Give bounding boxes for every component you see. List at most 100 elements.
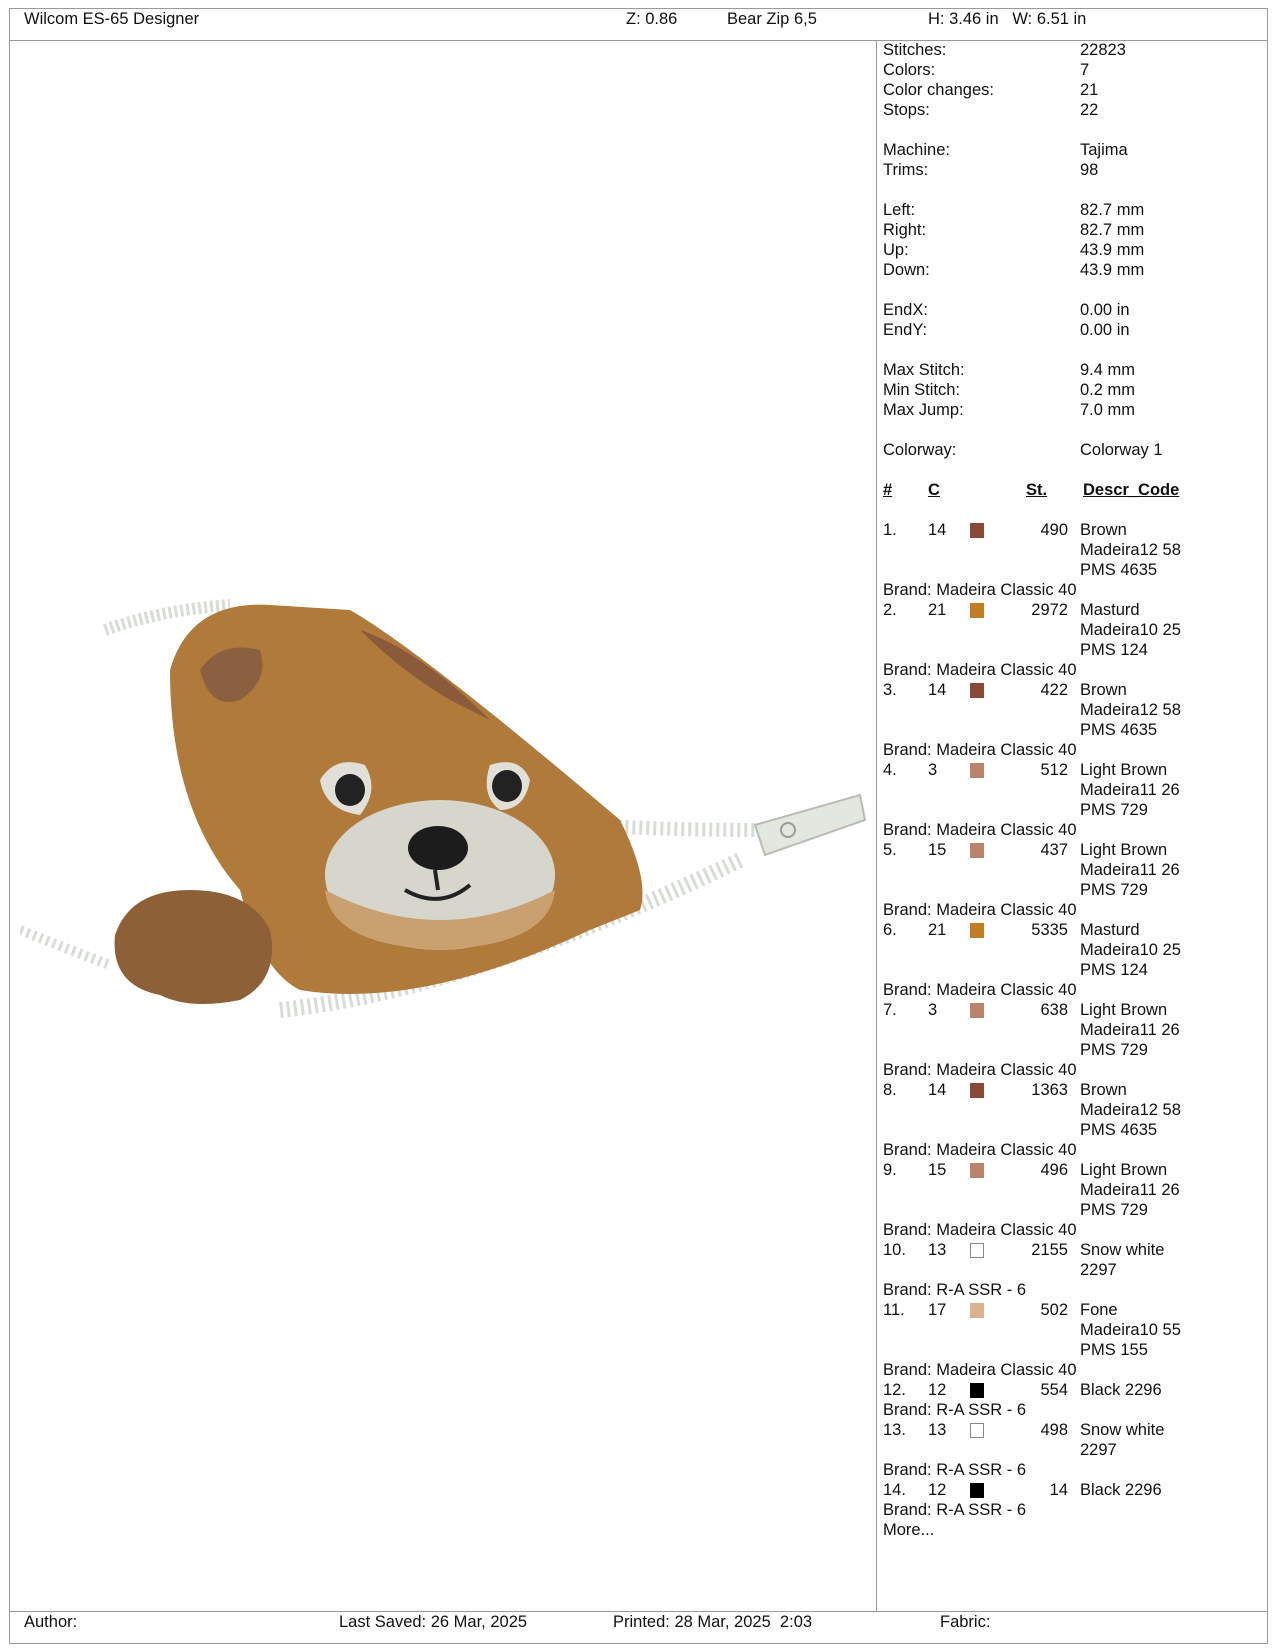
thread-entry: 3. 14 422 Brown Madeira12 58 PMS 4635 Brand: M… [883,680,1263,760]
printed-date: Printed: 28 Mar, 2025 2:03 [613,1613,813,1631]
stat-row: Up: 43.9 mm [883,240,1263,260]
thread-stitches: 490 [1040,521,1068,539]
thread-stitches: 1363 [1031,1081,1068,1099]
thread-description: Black 2296 [1080,1481,1162,1499]
thread-entry: 10. 13 2155 Snow white 2297 Brand: R-A SSR - … [883,1240,1263,1300]
color-swatch [970,683,984,698]
stat-row: Trims: 98 [883,160,1263,180]
stat-row: EndY: 0.00 in [883,320,1263,340]
thread-entry: 12. 12 554 Black 2296 Brand: R-A SSR - 6 [883,1380,1263,1420]
thread-brand: Brand: Madeira Classic 40 [883,821,1077,839]
thread-code: 14 [928,521,947,539]
thread-stitches: 498 [1040,1421,1068,1439]
stat-row: Min Stitch: 0.2 mm [883,380,1263,400]
stat-label: Max Jump: [883,401,964,419]
thread-code: 13 [928,1241,947,1259]
thread-code: 15 [928,1161,947,1179]
thread-description: Madeira11 26 [1080,1181,1180,1199]
stat-row: Color changes: 21 [883,80,1263,100]
thread-number: 2. [883,601,897,619]
stat-value: 7 [1080,61,1090,79]
thread-brand: Brand: Madeira Classic 40 [883,1141,1077,1159]
thread-description: Brown [1080,521,1127,539]
stat-value: 98 [1080,161,1099,179]
color-swatch [970,1003,984,1018]
thread-description: Madeira12 58 [1080,701,1181,719]
thread-entry: 2. 21 2972 Masturd Madeira10 25 PMS 124 Brand:… [883,600,1263,680]
stat-label: Stitches: [883,41,947,59]
design-name: Bear Zip 6,5 [727,10,817,28]
stat-label: Right: [883,221,927,239]
header-divider [9,40,1268,41]
thread-description: Madeira11 26 [1080,861,1180,879]
thread-brand: Brand: R-A SSR - 6 [883,1501,1027,1519]
color-swatch [970,1483,984,1498]
stat-label: Trims: [883,161,929,179]
stat-row: Stitches: 22823 [883,40,1263,60]
thread-description: PMS 729 [1080,1201,1148,1219]
thread-stitches: 2972 [1031,601,1068,619]
thread-brand: Brand: Madeira Classic 40 [883,1361,1077,1379]
embroidery-preview [20,599,867,1018]
zoom-level: Z: 0.86 [626,10,678,28]
thread-entry: 5. 15 437 Light Brown Madeira11 26 PMS 729 Bra… [883,840,1263,920]
thread-code: 17 [928,1301,947,1319]
thread-description: PMS 124 [1080,641,1148,659]
thread-number: 8. [883,1081,897,1099]
thread-number: 11. [883,1301,905,1319]
thread-stitches: 554 [1040,1381,1068,1399]
thread-description: PMS 4635 [1080,561,1158,579]
thread-table-header: # C St. Descr_Code [883,480,1263,500]
stat-row: Right: 82.7 mm [883,220,1263,240]
stat-row: Max Jump: 7.0 mm [883,400,1263,420]
stat-value: 43.9 mm [1080,241,1145,259]
thread-description: PMS 124 [1080,961,1148,979]
thread-brand: Brand: R-A SSR - 6 [883,1281,1027,1299]
stat-label: Min Stitch: [883,381,961,399]
thread-description: PMS 4635 [1080,721,1158,739]
thread-code: 14 [928,681,947,699]
thread-description: Black 2296 [1080,1381,1162,1399]
thread-number: 14. [883,1481,906,1499]
color-swatch [970,1383,984,1398]
more-link[interactable]: More... [883,1521,935,1539]
stat-row: Left: 82.7 mm [883,200,1263,220]
stat-value: 0.00 in [1080,321,1130,339]
stat-value: 21 [1080,81,1099,99]
stat-value: 82.7 mm [1080,201,1145,219]
thread-description: Brown [1080,681,1127,699]
thread-stitches: 2155 [1031,1241,1068,1259]
color-swatch [970,1163,984,1178]
thread-number: 10. [883,1241,906,1259]
stat-label: Machine: [883,141,950,159]
thread-stitches: 638 [1040,1001,1068,1019]
color-swatch [970,1083,984,1098]
color-swatch [970,1423,984,1438]
stat-row: EndX: 0.00 in [883,300,1263,320]
thread-description: Madeira11 26 [1080,1021,1180,1039]
zipper-pull-icon [753,793,867,857]
thread-brand: Brand: Madeira Classic 40 [883,981,1077,999]
thread-brand: Brand: R-A SSR - 6 [883,1401,1027,1419]
stat-value: 82.7 mm [1080,221,1145,239]
thread-entry: 9. 15 496 Light Brown Madeira11 26 PMS 729 Bra… [883,1160,1263,1240]
thread-description: Masturd [1080,921,1140,939]
stat-label: EndY: [883,321,928,339]
thread-description: Light Brown [1080,841,1168,859]
thread-description: Brown [1080,1081,1127,1099]
thread-code: 14 [928,1081,947,1099]
stat-row: Colors: 7 [883,60,1263,80]
thread-stitches: 502 [1040,1301,1068,1319]
stat-value: 0.00 in [1080,301,1130,319]
stat-label: Max Stitch: [883,361,965,379]
thread-entry: 1. 14 490 Brown Madeira12 58 PMS 4635 Brand: M… [883,520,1263,600]
author-label: Author: [24,1613,78,1631]
color-swatch [970,1303,984,1318]
color-swatch [970,523,984,538]
footer-divider [9,1611,1268,1612]
thread-entry: 14. 12 14 Black 2296 Brand: R-A SSR - 6 [883,1480,1263,1520]
stat-value: Tajima [1080,141,1128,159]
stat-value: 22823 [1080,41,1126,59]
thread-stitches: 437 [1040,841,1068,859]
page-frame [9,8,1268,1644]
